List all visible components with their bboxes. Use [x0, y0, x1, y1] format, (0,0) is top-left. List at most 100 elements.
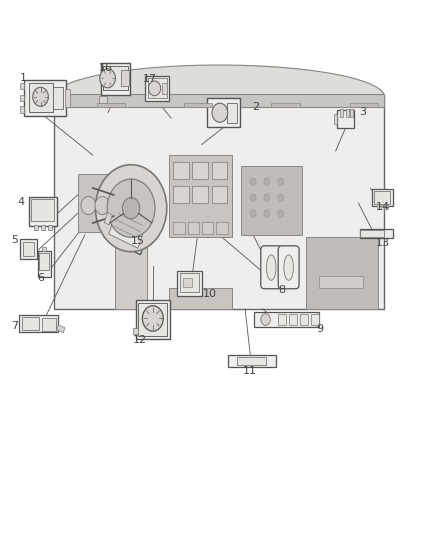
Circle shape [148, 81, 161, 96]
Circle shape [212, 103, 228, 122]
FancyBboxPatch shape [104, 201, 152, 255]
Bar [271, 103, 300, 108]
Text: 8: 8 [279, 285, 286, 295]
Text: 2: 2 [252, 102, 259, 112]
Circle shape [278, 178, 284, 185]
Bar [336, 110, 354, 128]
Bar [136, 300, 170, 340]
Bar [20, 83, 25, 90]
Bar [20, 239, 37, 259]
Bar [103, 66, 127, 90]
Bar [115, 214, 147, 309]
Circle shape [250, 210, 256, 217]
Bar [53, 87, 63, 109]
Bar [19, 315, 58, 332]
Bar [311, 314, 319, 325]
Bar [53, 97, 385, 309]
Bar [42, 318, 56, 331]
Text: 12: 12 [133, 335, 147, 345]
Bar [20, 95, 25, 101]
Circle shape [264, 178, 270, 185]
Bar [39, 253, 49, 270]
Bar [48, 225, 52, 230]
Circle shape [33, 87, 48, 107]
Bar [162, 83, 167, 94]
Bar [207, 98, 240, 127]
Bar [202, 222, 213, 233]
Bar [28, 197, 57, 227]
Circle shape [142, 306, 163, 331]
Bar [41, 225, 46, 230]
Bar [254, 312, 319, 327]
FancyBboxPatch shape [278, 246, 299, 289]
Text: 14: 14 [376, 202, 390, 212]
Bar [24, 80, 66, 116]
Circle shape [278, 210, 284, 217]
Text: 4: 4 [18, 197, 25, 207]
Bar [381, 205, 384, 209]
Text: 7: 7 [11, 321, 18, 331]
Text: 17: 17 [143, 74, 157, 84]
Circle shape [264, 210, 270, 217]
Bar [169, 288, 232, 309]
Bar [173, 186, 188, 203]
Bar [177, 271, 202, 296]
Bar [97, 103, 125, 108]
Bar [145, 76, 169, 101]
Bar [38, 251, 50, 277]
Bar [372, 189, 392, 206]
Bar [78, 174, 113, 232]
Bar [306, 237, 378, 309]
FancyBboxPatch shape [109, 207, 147, 248]
Bar [212, 162, 227, 179]
Text: 15: 15 [131, 236, 145, 246]
Bar [226, 103, 237, 123]
Bar [148, 78, 167, 99]
Bar [360, 230, 384, 237]
Text: 16: 16 [99, 63, 113, 72]
Bar [374, 191, 391, 204]
Bar [192, 186, 208, 203]
Circle shape [100, 69, 116, 88]
Text: 1: 1 [20, 73, 27, 83]
Bar [101, 63, 130, 95]
Bar [237, 357, 266, 365]
Bar [340, 109, 343, 117]
Bar [216, 222, 228, 233]
FancyArrow shape [57, 325, 65, 333]
Circle shape [264, 194, 270, 201]
Text: 6: 6 [37, 273, 44, 283]
Text: 10: 10 [203, 289, 217, 299]
Bar [23, 242, 34, 256]
Ellipse shape [284, 255, 293, 280]
Text: 9: 9 [317, 324, 324, 334]
Bar [300, 314, 308, 325]
Bar [319, 276, 363, 288]
Bar [138, 303, 167, 336]
Bar [99, 95, 107, 103]
Circle shape [95, 197, 110, 215]
Bar [334, 114, 337, 124]
Bar [20, 107, 25, 113]
Circle shape [122, 198, 140, 219]
Bar [169, 155, 232, 237]
Bar [241, 166, 302, 235]
Bar [53, 94, 385, 108]
Bar [289, 314, 297, 325]
Circle shape [81, 197, 96, 215]
Bar [104, 213, 112, 225]
Circle shape [95, 165, 167, 252]
Bar [65, 88, 70, 107]
Text: 5: 5 [11, 235, 18, 245]
Bar [377, 205, 379, 209]
Bar [133, 328, 138, 334]
Bar [34, 225, 39, 230]
Text: 11: 11 [243, 366, 257, 376]
Bar [173, 162, 188, 179]
Bar [180, 273, 199, 292]
Circle shape [278, 194, 284, 201]
FancyBboxPatch shape [261, 246, 282, 289]
Circle shape [261, 314, 270, 325]
Circle shape [250, 194, 256, 201]
Text: 3: 3 [359, 107, 366, 117]
